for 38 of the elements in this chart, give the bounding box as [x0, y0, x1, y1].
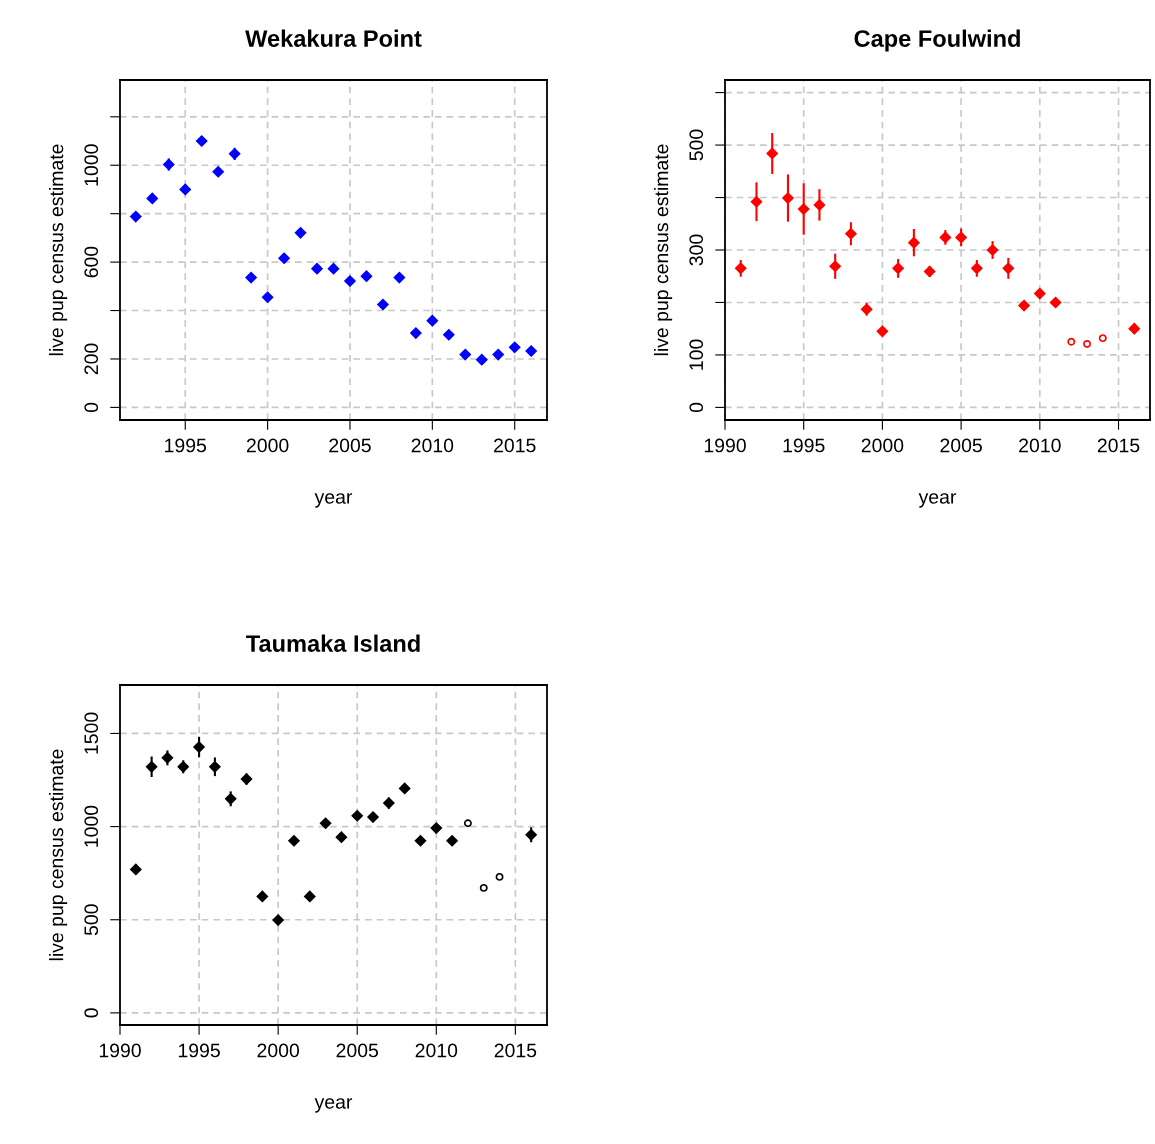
y-tick-label: 0	[84, 402, 99, 413]
x-tick-label: 2010	[411, 438, 454, 453]
y-axis-title: live pup census estimate	[49, 144, 68, 356]
y-tick-label: 600	[84, 246, 99, 278]
y-tick-label: 1000	[84, 144, 99, 186]
y-tick-label: 0	[689, 402, 704, 413]
x-tick-label: 2005	[329, 438, 371, 453]
x-tick-label: 2000	[257, 1043, 300, 1058]
x-tick-label: 2000	[861, 438, 904, 453]
x-tick-label: 2015	[494, 1043, 537, 1058]
y-tick-label: 0	[84, 1008, 99, 1018]
x-tick-label: 2010	[415, 1043, 458, 1058]
x-tick-label: 1990	[704, 438, 746, 453]
x-tick-label: 2015	[494, 438, 536, 453]
chart-title: Taumaka Island	[246, 634, 420, 652]
y-tick-label: 1500	[84, 712, 99, 754]
x-tick-label: 2005	[940, 438, 982, 453]
y-tick-label: 1000	[84, 805, 99, 847]
x-tick-label: 1995	[783, 438, 825, 453]
x-tick-label: 2005	[336, 1043, 379, 1058]
y-axis-title: live pup census estimate	[654, 144, 673, 356]
x-axis-title: year	[918, 493, 957, 508]
y-tick-label: 500	[84, 904, 99, 936]
x-tick-label: 2010	[1019, 438, 1061, 453]
x-tick-label: 1995	[178, 1043, 220, 1058]
y-tick-label: 300	[689, 234, 704, 266]
chart-title: Wekakura Point	[245, 29, 422, 47]
y-axis-title: live pup census estimate	[49, 749, 68, 961]
x-tick-label: 1990	[99, 1043, 141, 1058]
x-tick-label: 2015	[1097, 438, 1140, 453]
x-axis-title: year	[314, 493, 353, 508]
y-tick-label: 200	[84, 343, 99, 375]
x-tick-label: 2000	[246, 438, 289, 453]
x-tick-label: 1995	[165, 438, 207, 453]
y-tick-label: 100	[689, 339, 704, 370]
chart-title: Cape Foulwind	[854, 29, 1020, 52]
x-axis-title: year	[314, 1098, 353, 1113]
y-tick-label: 500	[689, 129, 704, 161]
